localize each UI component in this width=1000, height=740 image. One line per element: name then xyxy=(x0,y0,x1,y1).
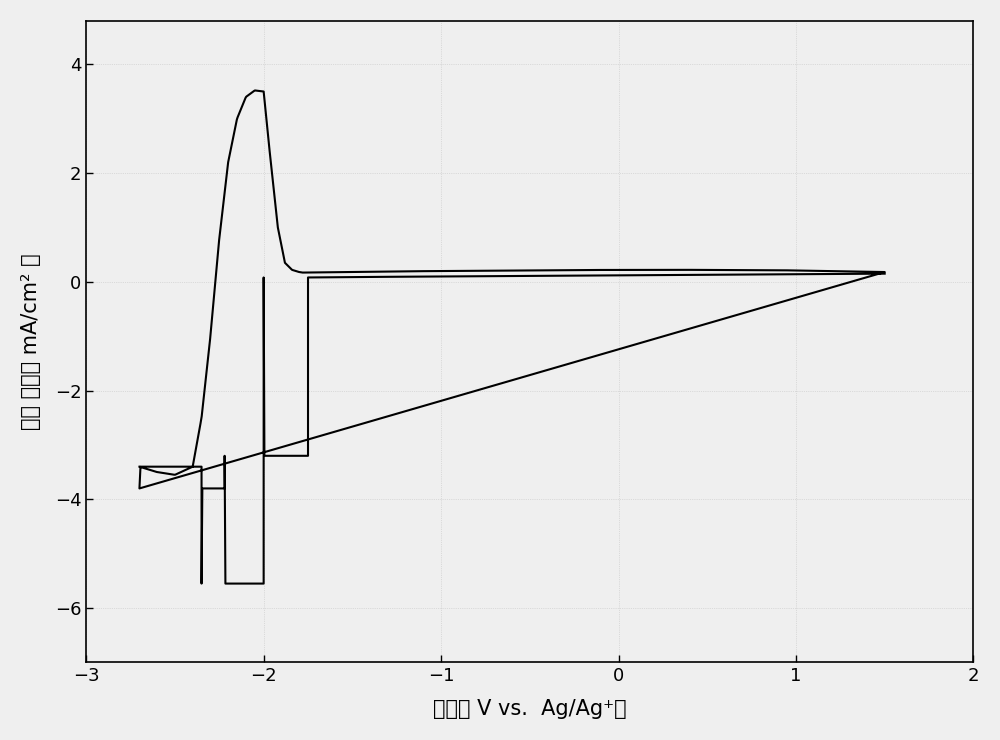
X-axis label: 电压（ V vs.  Ag/Ag⁺）: 电压（ V vs. Ag/Ag⁺） xyxy=(433,699,627,719)
Y-axis label: 电流 密度（ mA/cm² ）: 电流 密度（ mA/cm² ） xyxy=(21,253,41,430)
